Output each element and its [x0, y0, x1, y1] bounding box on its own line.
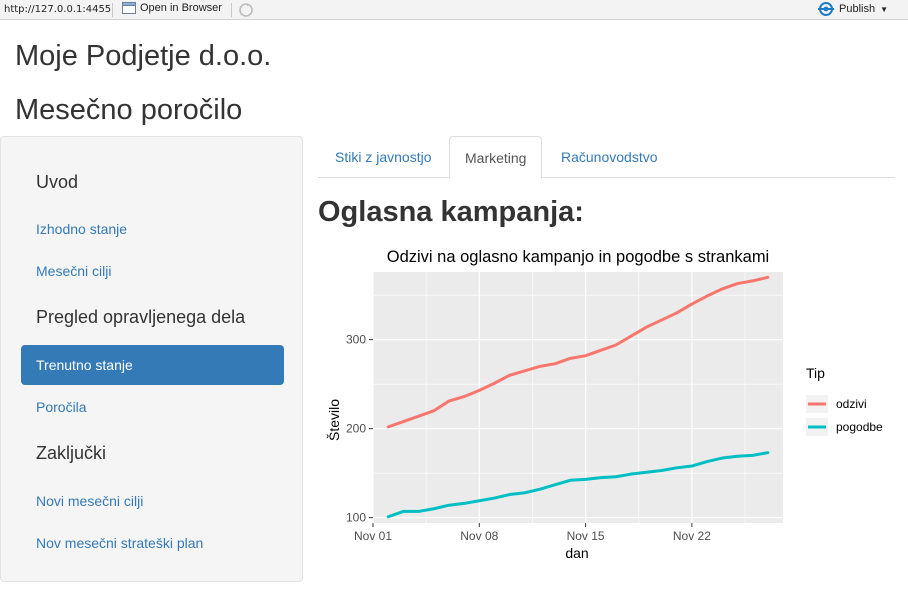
sidebar-heading-pregled: Pregled opravljenega dela — [36, 307, 246, 327]
open-in-browser-label: Open in Browser — [140, 2, 222, 14]
sidebar-item-trenutno-stanje[interactable]: Trenutno stanje — [21, 345, 284, 385]
publish-icon — [818, 2, 834, 16]
section-title: Oglasna kampanja: — [318, 196, 584, 228]
x-tick-label: Nov 22 — [673, 529, 711, 543]
company-title: Moje Podjetje d.o.o. — [15, 40, 272, 72]
sidebar-item-nov-strateski-plan[interactable]: Nov mesečni strateški plan — [36, 535, 204, 551]
chart-title: Odzivi na oglasno kampanjo in pogodbe s … — [387, 248, 769, 266]
legend-label-pogodbe: pogodbe — [836, 420, 883, 434]
legend-title: Tip — [806, 365, 825, 381]
line-chart: Odzivi na oglasno kampanjo in pogodbe s … — [326, 248, 883, 561]
tab-bar: Stiki z javnostjo Marketing Računovodstv… — [318, 136, 895, 179]
sidebar-heading-uvod: Uvod — [36, 172, 79, 192]
tab-stiki-z-javnostjo[interactable]: Stiki z javnostjo — [335, 149, 432, 165]
legend-label-odzivi: odzivi — [836, 397, 867, 411]
publish-label: Publish — [839, 3, 876, 15]
x-tick-label: Nov 08 — [460, 529, 498, 543]
plot-panel — [373, 272, 783, 523]
y-axis-label: Število — [326, 399, 342, 441]
toolbar-divider — [112, 3, 113, 17]
y-tick-label: 200 — [346, 422, 366, 436]
series-line-odzivi — [386, 275, 770, 429]
x-tick-label: Nov 01 — [354, 529, 392, 543]
window-icon — [122, 2, 136, 14]
publish-button[interactable]: Publish ▼ — [818, 2, 888, 16]
refresh-icon[interactable] — [238, 2, 254, 18]
x-tick-label: Nov 15 — [567, 529, 605, 543]
sidebar-heading-zakljucki: Zaključki — [36, 443, 107, 463]
series-line-pogodbe — [386, 451, 770, 519]
tab-racunovodstvo[interactable]: Računovodstvo — [561, 149, 658, 165]
tab-marketing[interactable]: Marketing — [449, 136, 543, 179]
sidebar-item-novi-mesecni-cilji[interactable]: Novi mesečni cilji — [36, 493, 144, 509]
browser-toolbar: http://127.0.0.1:4455 Open in Browser Pu… — [0, 0, 908, 20]
legend: Tip odzivi pogodbe — [806, 365, 883, 436]
toolbar-divider — [231, 3, 232, 17]
open-in-browser-button[interactable]: Open in Browser — [122, 2, 222, 14]
y-tick-label: 300 — [346, 333, 366, 347]
sidebar-item-mesecni-cilji[interactable]: Mesečni cilji — [36, 263, 112, 279]
page-title: Mesečno poročilo — [15, 94, 243, 126]
sidebar-item-izhodno-stanje[interactable]: Izhodno stanje — [36, 221, 128, 237]
url-text: http://127.0.0.1:4455 — [4, 4, 112, 15]
sidebar: Uvod Izhodno stanje Mesečni cilji Pregle… — [0, 136, 303, 582]
chevron-down-icon[interactable]: ▼ — [880, 4, 888, 14]
x-axis-label: dan — [565, 545, 588, 561]
sidebar-item-porocila[interactable]: Poročila — [36, 399, 87, 415]
y-tick-label: 100 — [346, 511, 366, 525]
